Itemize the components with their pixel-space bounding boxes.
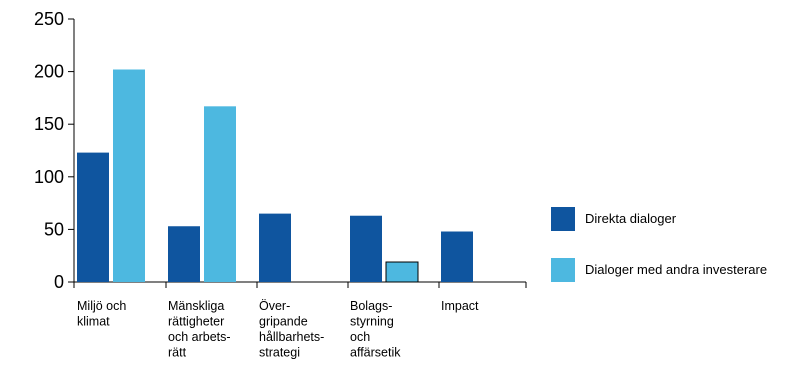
y-tick-label: 100 (34, 167, 64, 187)
legend-label: Dialoger med andra investerare (585, 262, 767, 277)
bar-direkta-2 (259, 213, 291, 282)
y-tick-label: 150 (34, 114, 64, 134)
x-axis (73, 281, 527, 288)
bar-andra-3 (385, 261, 419, 283)
legend-swatch (551, 207, 575, 231)
bar-direkta-0 (77, 152, 109, 282)
bar-direkta-4 (441, 231, 473, 282)
category-label: Impact (441, 299, 479, 313)
bar-direkta-3 (350, 215, 382, 282)
legend-label: Direkta dialoger (585, 211, 677, 226)
bar-andra-0 (113, 69, 145, 282)
category-labels: Miljö och klimat Mänskliga rättigheter och a… (77, 299, 479, 360)
y-axis: 0 50 100 150 200 250 (34, 9, 75, 292)
legend-swatch (551, 258, 575, 282)
bar-direkta-1 (168, 226, 200, 282)
category-label: Miljö och klimat (77, 299, 126, 329)
y-tick-label: 50 (44, 219, 64, 239)
y-tick-label: 200 (34, 62, 64, 82)
legend: Direkta dialoger Dialoger med andra inves… (551, 207, 767, 282)
bars (77, 69, 473, 283)
category-label: Mänskliga rättigheter och arbets-rätt (168, 299, 231, 360)
y-tick-label: 250 (34, 9, 64, 29)
category-label: Över-gripande hållbarhets-strategi (259, 299, 324, 360)
category-label: Bolags-styrning och affärsetik (350, 299, 401, 360)
y-tick-label: 0 (54, 272, 64, 292)
bar-andra-1 (204, 106, 236, 282)
